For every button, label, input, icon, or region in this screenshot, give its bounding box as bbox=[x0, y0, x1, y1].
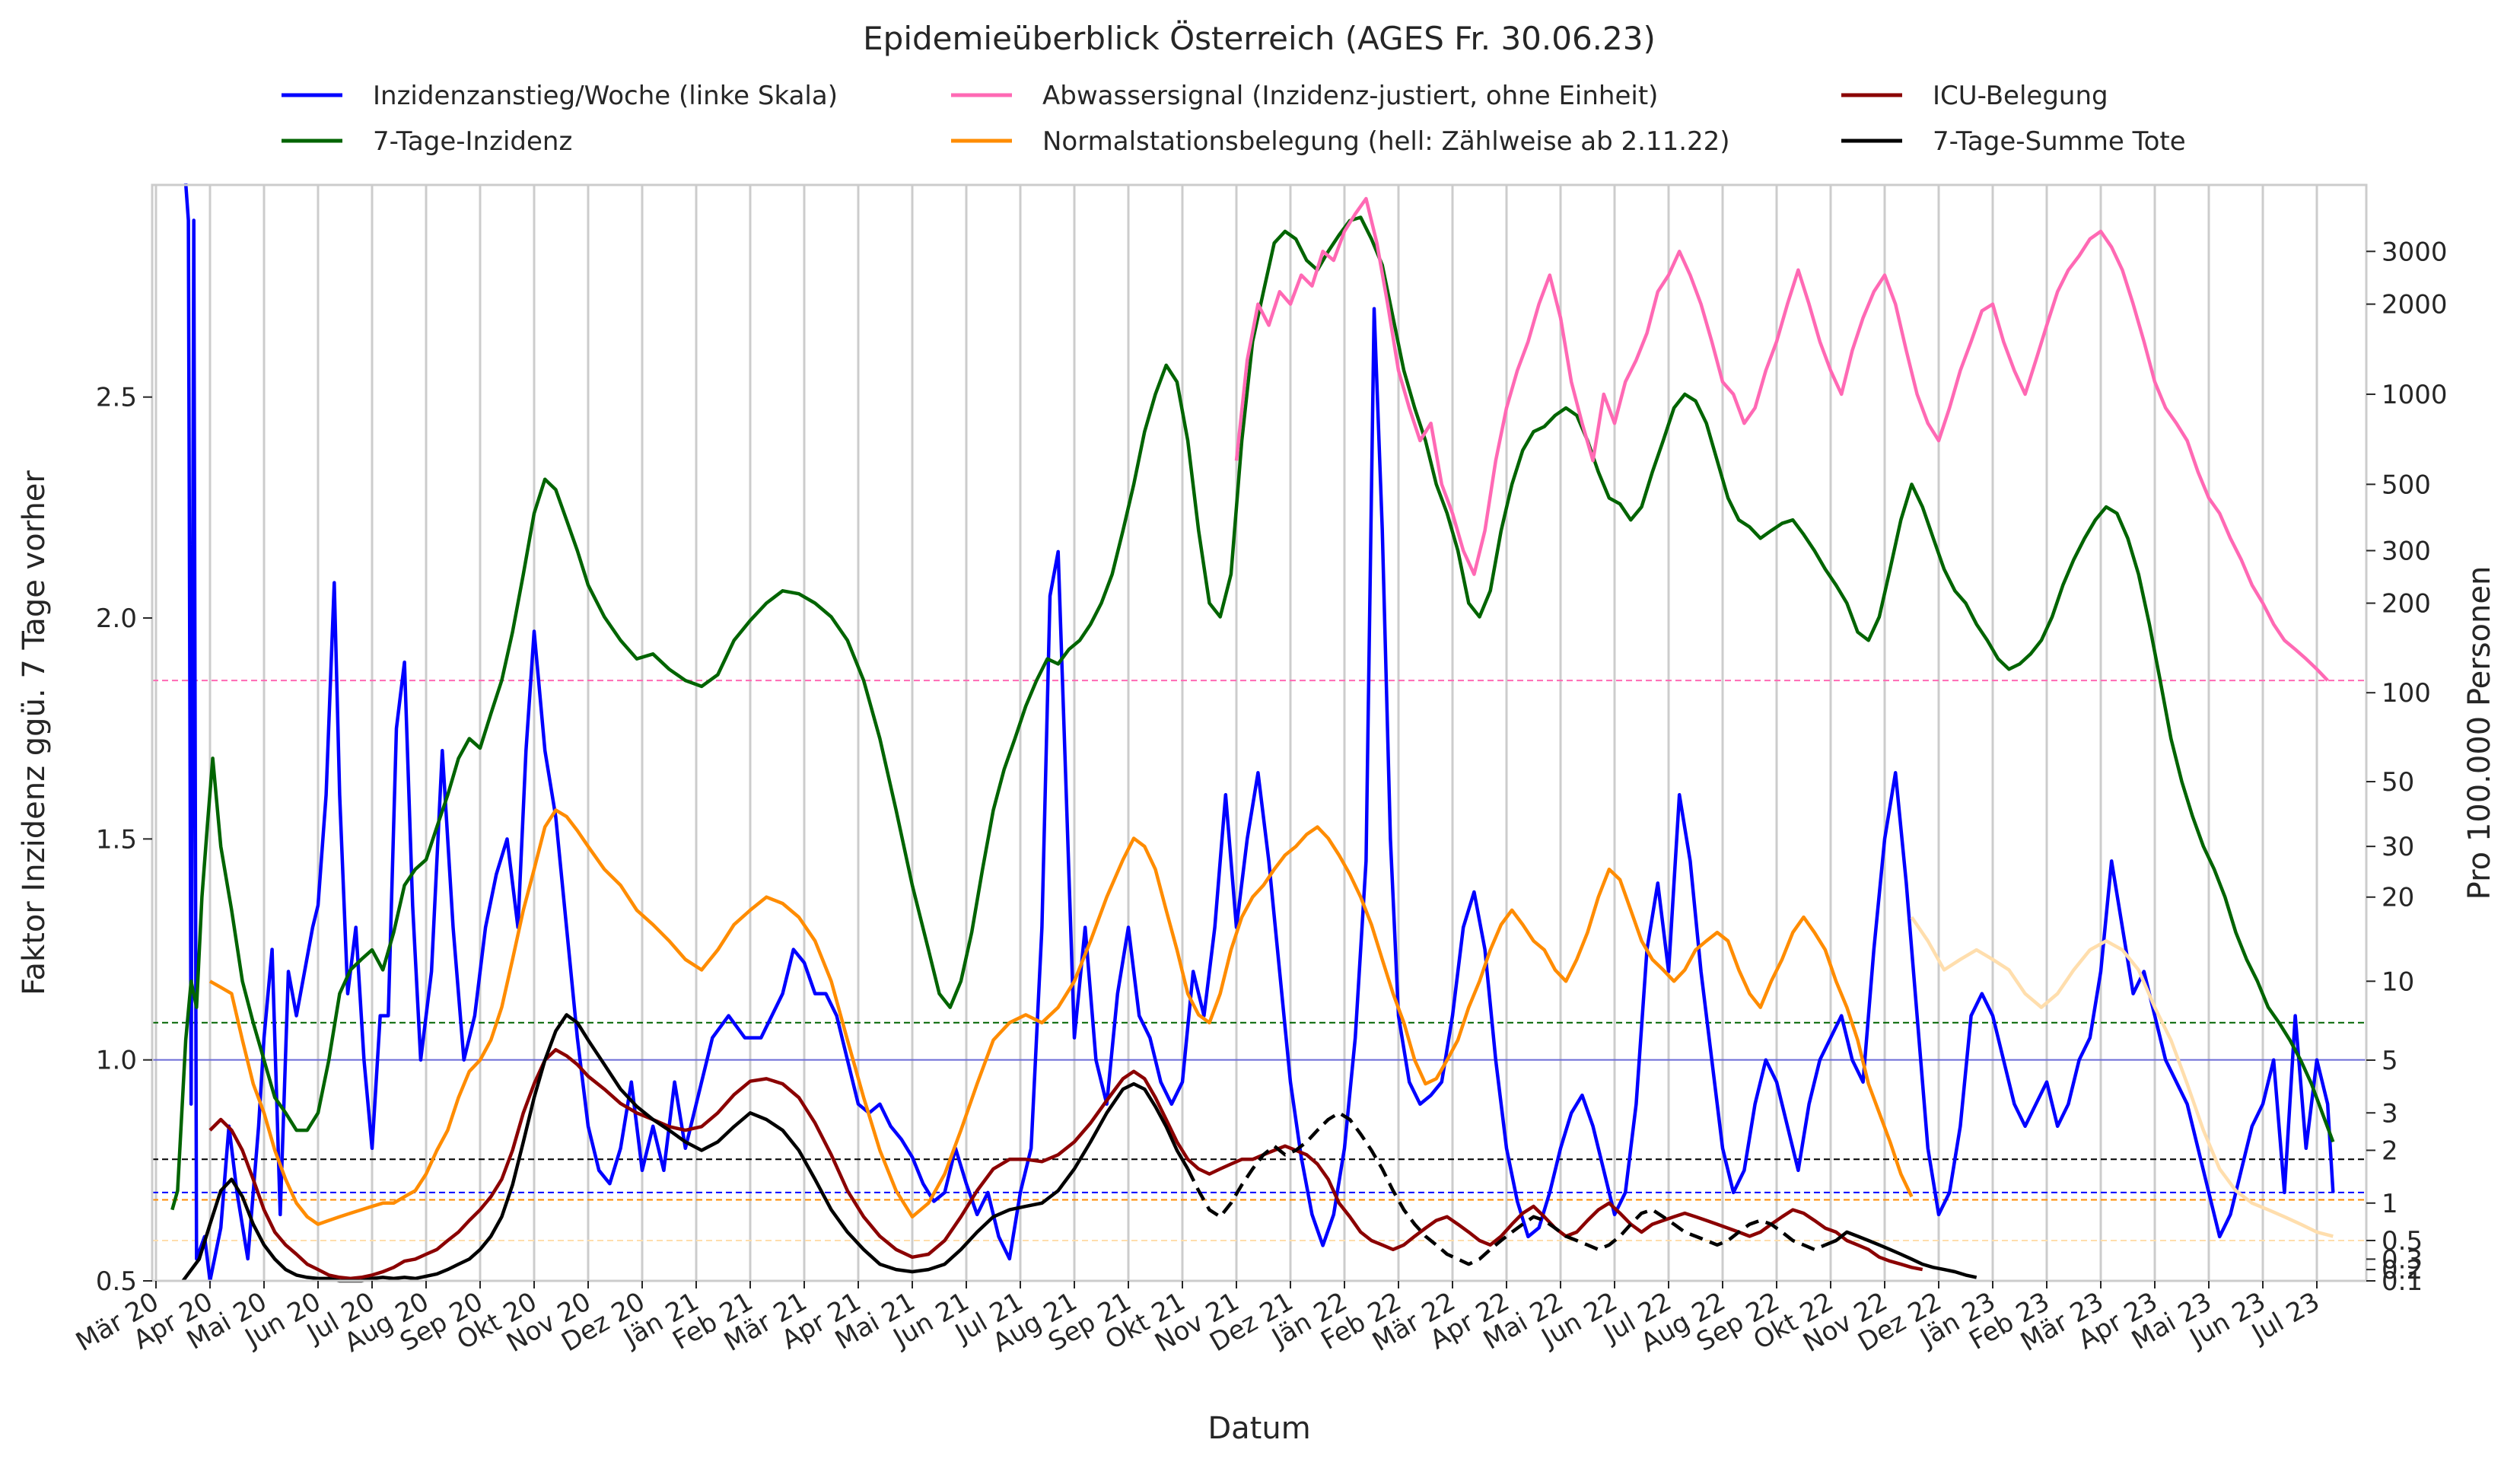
legend-label: Inzidenzanstieg/Woche (linke Skala) bbox=[373, 81, 838, 111]
right-y-tick-label: 500 bbox=[2382, 470, 2431, 500]
right-y-tick-label: 5 bbox=[2382, 1046, 2398, 1076]
right-y-tick-label: 0.3 bbox=[2382, 1244, 2423, 1275]
right-axis-title: Pro 100.000 Personen bbox=[2462, 566, 2497, 900]
right-y-tick-label: 10 bbox=[2382, 967, 2414, 997]
left-y-tick-label: 2.5 bbox=[96, 383, 137, 413]
series-line bbox=[1825, 1230, 1978, 1279]
right-y-tick-label: 0.1 bbox=[2382, 1266, 2423, 1297]
x-axis-title: Datum bbox=[1208, 1411, 1310, 1446]
series-line bbox=[1234, 196, 2329, 682]
right-y-tick-label: 30 bbox=[2382, 832, 2414, 862]
left-axis-title: Faktor Inzidenz ggü. 7 Tage vorher bbox=[17, 470, 52, 995]
legend-label: 7-Tage-Inzidenz bbox=[373, 126, 572, 157]
right-y-tick-label: 3000 bbox=[2382, 237, 2448, 267]
right-y-tick-label: 1 bbox=[2382, 1189, 2398, 1219]
right-axis: 0.10.20.30.5 1 2 3 5 10 20 30 50 100 200 300 500 1000… bbox=[2366, 237, 2448, 1297]
series-line bbox=[1910, 916, 2334, 1238]
legend: Inzidenzanstieg/Woche (linke Skala) 7-Tag… bbox=[282, 81, 2186, 157]
right-y-tick-label: 2000 bbox=[2382, 290, 2448, 320]
right-y-tick-label: 3 bbox=[2382, 1098, 2398, 1129]
right-y-tick-label: 300 bbox=[2382, 536, 2431, 566]
series-line bbox=[170, 215, 2335, 1211]
vertical-grid bbox=[154, 185, 2318, 1281]
legend-label: Abwassersignal (Inzidenz-justiert, ohne … bbox=[1042, 81, 1658, 111]
right-y-tick-label: 50 bbox=[2382, 767, 2414, 798]
left-y-tick-label: 1.0 bbox=[96, 1046, 137, 1076]
right-y-tick-label: 0.5 bbox=[2382, 1226, 2423, 1257]
chart-title: Epidemieüberblick Österreich (AGES Fr. 3… bbox=[863, 19, 1656, 57]
series-lines bbox=[170, 183, 2335, 1283]
right-y-tick-label: 1000 bbox=[2382, 380, 2448, 410]
legend-label: ICU-Belegung bbox=[1933, 81, 2108, 111]
legend-label: 7-Tage-Summe Tote bbox=[1933, 126, 2186, 157]
right-y-tick-label: 2 bbox=[2382, 1136, 2398, 1166]
left-axis: 0.5 1.0 1.5 2.0 2.5 bbox=[96, 383, 152, 1297]
series-line bbox=[208, 1048, 1923, 1281]
series-line bbox=[183, 183, 2335, 1283]
legend-label: Normalstationsbelegung (hell: Zählweise … bbox=[1042, 126, 1730, 157]
right-y-tick-label: 20 bbox=[2382, 883, 2414, 913]
right-y-tick-label: 100 bbox=[2382, 678, 2431, 709]
reference-lines bbox=[152, 680, 2366, 1241]
right-y-tick-label: 0.2 bbox=[2382, 1255, 2423, 1285]
series-line bbox=[1186, 1111, 1826, 1266]
plot-frame bbox=[151, 183, 2368, 1282]
series-line bbox=[208, 808, 1914, 1226]
right-y-tick-label: 200 bbox=[2382, 589, 2431, 620]
left-y-tick-label: 1.5 bbox=[96, 824, 137, 855]
left-y-tick-label: 2.0 bbox=[96, 604, 137, 634]
series-line bbox=[181, 1013, 1190, 1283]
left-y-tick-label: 0.5 bbox=[96, 1266, 137, 1297]
